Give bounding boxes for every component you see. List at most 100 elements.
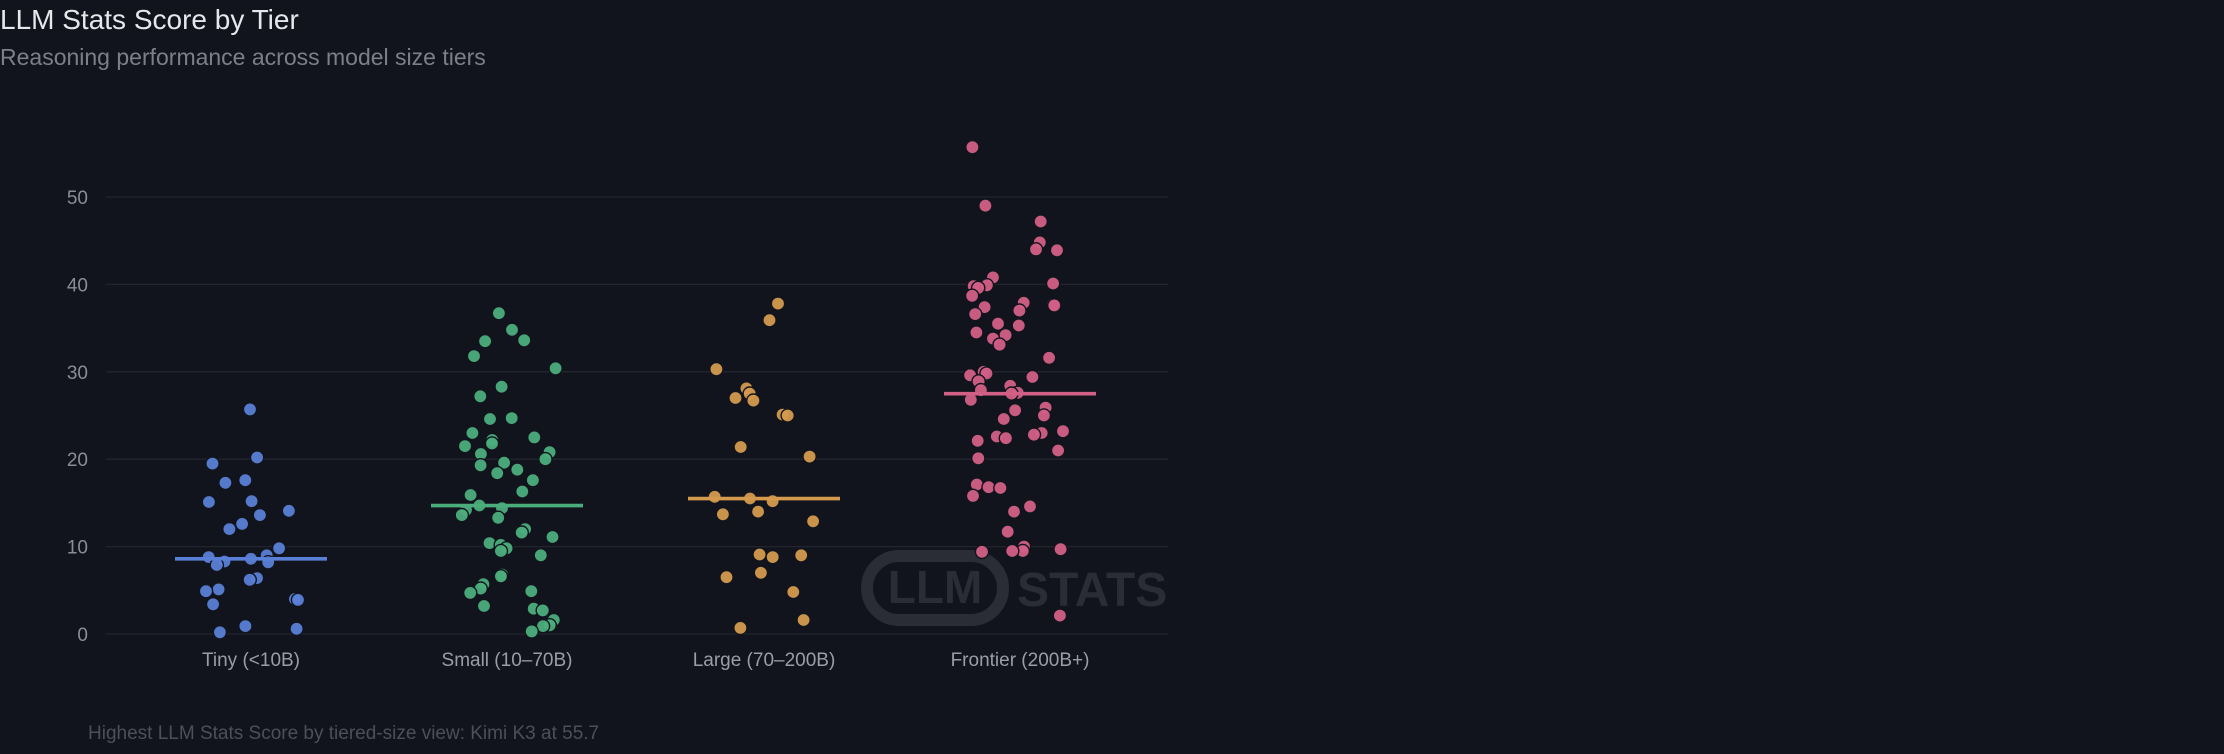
data-point-small	[533, 548, 549, 563]
data-point-small	[463, 487, 478, 503]
data-point-small	[516, 332, 532, 348]
data-point-frontier	[1033, 214, 1048, 229]
data-point-frontier	[992, 337, 1007, 353]
data-point-frontier	[1036, 408, 1052, 423]
data-point-frontier	[965, 139, 980, 155]
data-point-large	[728, 390, 743, 406]
data-point-frontier	[996, 411, 1012, 427]
data-point-frontier	[967, 306, 983, 322]
data-point-small	[494, 379, 509, 395]
data-point-large	[762, 312, 777, 328]
data-point-frontier	[1022, 499, 1038, 514]
data-point-frontier	[971, 450, 986, 466]
data-point-tiny	[198, 583, 214, 599]
data-point-large	[746, 393, 761, 408]
data-point-small	[484, 436, 500, 451]
y-tick-label: 50	[67, 188, 88, 209]
data-point-small	[462, 585, 478, 601]
data-point-frontier	[1012, 303, 1027, 318]
data-point-tiny	[205, 597, 221, 612]
data-point-large	[770, 296, 786, 311]
data-point-tiny	[205, 456, 220, 471]
data-point-small	[491, 305, 507, 321]
data-point-large	[753, 565, 769, 581]
data-point-small	[454, 507, 470, 523]
data-point-large	[802, 449, 817, 464]
data-point-frontier	[993, 480, 1008, 496]
data-point-small	[466, 348, 482, 364]
data-point-large	[733, 439, 749, 455]
category-label: Small (10–70B)	[442, 650, 573, 671]
data-point-small	[476, 598, 492, 614]
data-point-large	[796, 612, 811, 628]
data-point-small	[527, 430, 542, 445]
data-point-frontier	[1007, 402, 1023, 418]
data-point-tiny	[242, 572, 257, 588]
category-label: Frontier (200B+)	[951, 650, 1090, 671]
data-point-small	[548, 360, 563, 376]
y-tick-label: 30	[67, 363, 88, 384]
data-point-frontier	[1006, 504, 1022, 519]
data-point-tiny	[222, 521, 237, 537]
data-point-tiny	[238, 618, 253, 634]
data-point-small	[504, 322, 520, 338]
data-point-frontier	[1041, 350, 1057, 366]
data-point-frontier	[1052, 608, 1068, 623]
y-tick-label: 20	[67, 450, 88, 471]
data-point-small	[493, 543, 509, 559]
data-point-small	[490, 510, 506, 526]
data-point-large	[805, 514, 821, 529]
data-point-tiny	[201, 494, 217, 510]
data-point-small	[457, 438, 473, 454]
category-label: Large (70–200B)	[693, 650, 836, 671]
data-point-frontier	[1004, 543, 1020, 559]
data-point-small	[545, 529, 560, 545]
data-point-frontier	[1053, 541, 1068, 557]
data-point-large	[786, 584, 801, 600]
data-point-small	[489, 465, 505, 481]
data-point-large	[750, 504, 766, 519]
data-point-frontier	[1047, 298, 1062, 313]
data-point-small	[514, 525, 530, 540]
data-point-large	[719, 569, 734, 585]
data-point-tiny	[244, 493, 259, 509]
data-point-small	[515, 484, 530, 499]
data-point-frontier	[1050, 443, 1066, 458]
data-point-small	[509, 462, 525, 478]
data-point-frontier	[978, 198, 993, 213]
data-point-large	[715, 506, 731, 522]
data-point-large	[733, 620, 748, 636]
data-point-large	[765, 493, 780, 509]
data-point-tiny	[249, 450, 265, 465]
data-point-frontier	[998, 430, 1014, 446]
data-point-frontier	[970, 433, 986, 449]
data-point-frontier	[1026, 427, 1042, 443]
data-point-small	[473, 457, 488, 473]
y-tick-label: 10	[67, 538, 88, 559]
data-points	[198, 139, 1071, 640]
data-point-frontier	[1025, 369, 1040, 385]
data-point-small	[538, 451, 553, 467]
data-point-tiny	[252, 507, 268, 523]
llm-stats-watermark: LLM STATS	[861, 550, 1167, 626]
data-point-large	[793, 548, 809, 563]
data-point-frontier	[1011, 318, 1027, 333]
data-point-small	[524, 624, 540, 639]
data-point-small	[482, 411, 498, 427]
data-point-small	[472, 388, 488, 404]
data-point-frontier	[1049, 242, 1065, 258]
data-point-large	[765, 549, 781, 565]
chart-title: LLM Stats Score by Tier	[0, 4, 299, 35]
data-point-tiny	[242, 402, 258, 417]
data-point-large	[752, 547, 767, 562]
data-point-frontier	[969, 325, 984, 340]
data-point-frontier	[1045, 276, 1061, 291]
y-axis-ticks: 0 10 20 30 40 50	[67, 188, 88, 646]
data-point-small	[477, 333, 493, 349]
data-point-frontier	[1000, 524, 1016, 540]
y-tick-label: 0	[77, 625, 88, 646]
data-point-small	[525, 472, 541, 488]
data-point-frontier	[965, 488, 981, 504]
data-point-tiny	[212, 625, 228, 640]
